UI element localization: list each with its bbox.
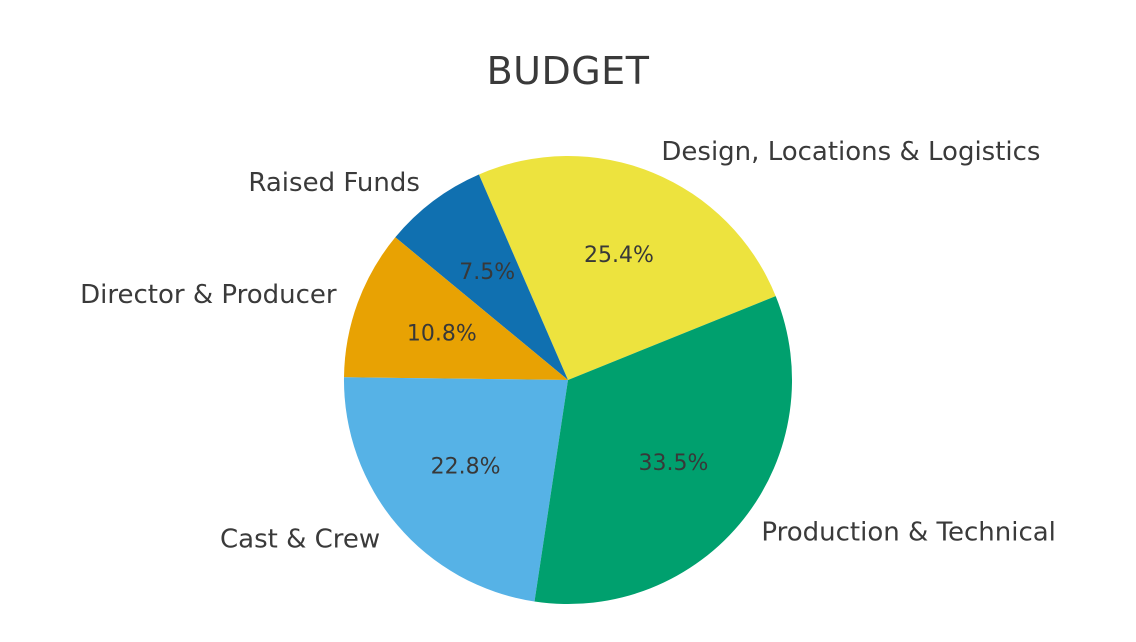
pie-slice-label-raised-funds: Raised Funds xyxy=(248,168,420,198)
pie-slice-label-cast-crew: Cast & Crew xyxy=(220,525,380,555)
pie-pct-label-director-producer: 10.8% xyxy=(407,321,477,346)
pie-pct-label-cast-crew: 22.8% xyxy=(431,455,501,480)
pie-slice-director-producer xyxy=(344,237,568,380)
pie-slice-label-design-locations-logistics: Design, Locations & Logistics xyxy=(661,137,1040,167)
pie-slice-production-technical xyxy=(534,296,793,605)
pie-slice-raised-funds xyxy=(395,174,568,380)
pie-slice-cast-crew xyxy=(343,377,568,602)
pie-pct-label-raised-funds: 7.5% xyxy=(459,260,515,285)
pie-slice-label-director-producer: Director & Producer xyxy=(80,280,337,310)
chart-title: BUDGET xyxy=(487,49,650,93)
pie-wedges-group xyxy=(343,156,793,605)
pie-slice-design-locations-logistics xyxy=(478,156,776,380)
pie-pct-label-production-technical: 33.5% xyxy=(639,451,709,476)
pie-pct-label-design-locations-logistics: 25.4% xyxy=(584,243,654,268)
pie-labels-group: 25.4% Design, Locations & Logistics 7.5% Ra… xyxy=(80,137,1056,555)
pie-slice-label-production-technical: Production & Technical xyxy=(761,518,1056,548)
